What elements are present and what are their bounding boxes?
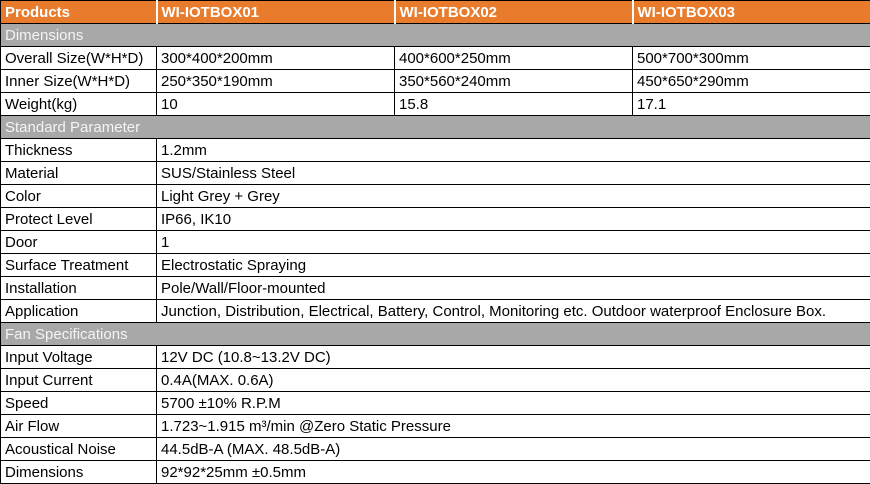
section-title: Dimensions xyxy=(0,23,870,47)
column-header-products: Products xyxy=(0,0,158,24)
section-row-standard-parameter: Standard Parameter xyxy=(0,115,870,139)
row-label: Weight(kg) xyxy=(0,92,157,116)
table-row: Door 1 xyxy=(0,230,870,254)
table-row: Installation Pole/Wall/Floor-mounted xyxy=(0,276,870,300)
section-row-fan-specifications: Fan Specifications xyxy=(0,322,870,346)
table-row: Thickness 1.2mm xyxy=(0,138,870,162)
row-value: 500*700*300mm xyxy=(632,46,870,70)
row-label: Protect Level xyxy=(0,207,157,231)
table-row: Weight(kg) 10 15.8 17.1 xyxy=(0,92,870,116)
row-value: Electrostatic Spraying xyxy=(156,253,870,277)
row-label: Overall Size(W*H*D) xyxy=(0,46,157,70)
table-row: Inner Size(W*H*D) 250*350*190mm 350*560*… xyxy=(0,69,870,93)
table-row: Air Flow 1.723~1.915 m³/min @Zero Static… xyxy=(0,414,870,438)
column-header-product-2: WI-IOTBOX02 xyxy=(394,0,634,24)
row-value: 400*600*250mm xyxy=(394,46,633,70)
column-header-product-3: WI-IOTBOX03 xyxy=(632,0,870,24)
table-row: Protect Level IP66, IK10 xyxy=(0,207,870,231)
row-value: SUS/Stainless Steel xyxy=(156,161,870,185)
table-row: Dimensions 92*92*25mm ±0.5mm xyxy=(0,460,870,484)
row-value: Light Grey + Grey xyxy=(156,184,870,208)
table-row: Material SUS/Stainless Steel xyxy=(0,161,870,185)
row-value: 1.2mm xyxy=(156,138,870,162)
row-value: 15.8 xyxy=(394,92,633,116)
row-label: Color xyxy=(0,184,157,208)
table-header-row: Products WI-IOTBOX01 WI-IOTBOX02 WI-IOTB… xyxy=(0,0,870,24)
row-value: 0.4A(MAX. 0.6A) xyxy=(156,368,870,392)
table-row: Acoustical Noise 44.5dB-A (MAX. 48.5dB-A… xyxy=(0,437,870,461)
row-value: 12V DC (10.8~13.2V DC) xyxy=(156,345,870,369)
row-value: Pole/Wall/Floor-mounted xyxy=(156,276,870,300)
row-label: Input Voltage xyxy=(0,345,157,369)
row-value: 92*92*25mm ±0.5mm xyxy=(156,460,870,484)
row-label: Installation xyxy=(0,276,157,300)
table-row: Speed 5700 ±10% R.P.M xyxy=(0,391,870,415)
row-label: Inner Size(W*H*D) xyxy=(0,69,157,93)
row-value: 250*350*190mm xyxy=(156,69,395,93)
row-label: Air Flow xyxy=(0,414,157,438)
row-value: 5700 ±10% R.P.M xyxy=(156,391,870,415)
table-row: Input Current 0.4A(MAX. 0.6A) xyxy=(0,368,870,392)
row-value: Junction, Distribution, Electrical, Batt… xyxy=(156,299,870,323)
row-label: Material xyxy=(0,161,157,185)
row-value: 300*400*200mm xyxy=(156,46,395,70)
row-label: Speed xyxy=(0,391,157,415)
row-value: 10 xyxy=(156,92,395,116)
column-header-product-1: WI-IOTBOX01 xyxy=(156,0,396,24)
row-value: 450*650*290mm xyxy=(632,69,870,93)
row-label: Door xyxy=(0,230,157,254)
table-row: Application Junction, Distribution, Elec… xyxy=(0,299,870,323)
row-value: IP66, IK10 xyxy=(156,207,870,231)
row-value: 1.723~1.915 m³/min @Zero Static Pressure xyxy=(156,414,870,438)
section-title: Fan Specifications xyxy=(0,322,870,346)
table-row: Surface Treatment Electrostatic Spraying xyxy=(0,253,870,277)
row-label: Thickness xyxy=(0,138,157,162)
section-row-dimensions: Dimensions xyxy=(0,23,870,47)
table-row: Input Voltage 12V DC (10.8~13.2V DC) xyxy=(0,345,870,369)
row-value: 44.5dB-A (MAX. 48.5dB-A) xyxy=(156,437,870,461)
table-row: Overall Size(W*H*D) 300*400*200mm 400*60… xyxy=(0,46,870,70)
row-label: Surface Treatment xyxy=(0,253,157,277)
row-label: Application xyxy=(0,299,157,323)
table-row: Color Light Grey + Grey xyxy=(0,184,870,208)
row-value: 17.1 xyxy=(632,92,870,116)
row-label: Dimensions xyxy=(0,460,157,484)
section-title: Standard Parameter xyxy=(0,115,870,139)
row-label: Acoustical Noise xyxy=(0,437,157,461)
row-label: Input Current xyxy=(0,368,157,392)
row-value: 1 xyxy=(156,230,870,254)
row-value: 350*560*240mm xyxy=(394,69,633,93)
